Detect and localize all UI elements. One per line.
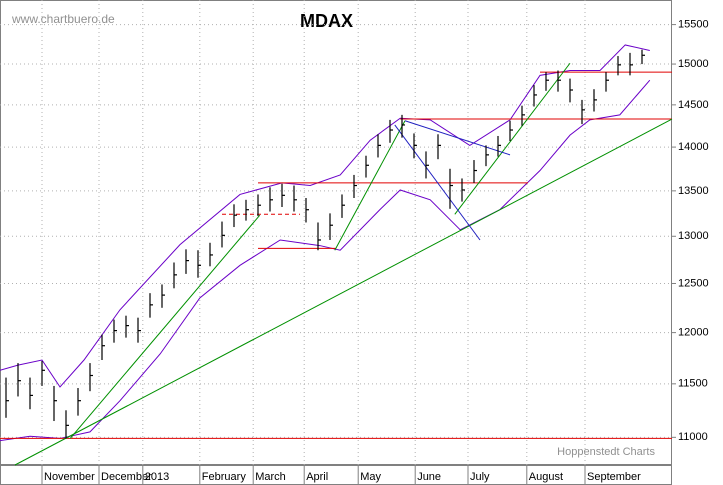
y-tick-label: 12000: [678, 327, 709, 339]
y-tick-label: 13000: [678, 230, 709, 242]
x-tick-label: December: [101, 471, 152, 483]
x-tick-label: July: [470, 471, 490, 483]
y-tick-label: 11000: [678, 431, 708, 443]
trend-line: [394, 124, 481, 241]
trend-line: [69, 214, 261, 439]
trend-line: [404, 120, 511, 156]
x-tick-label: June: [417, 471, 441, 483]
bollinger-band: [0, 79, 651, 442]
x-tick-label: November: [44, 471, 95, 483]
y-tick-label: 14500: [678, 99, 709, 111]
x-tick-label: March: [255, 471, 286, 483]
plot-frame: [0, 0, 672, 465]
x-tick-label: February: [202, 471, 247, 483]
x-tick-label: September: [587, 471, 641, 483]
chart-title: MDAX: [300, 11, 353, 31]
x-tick-label: August: [529, 471, 563, 483]
x-tick-label: 2013: [145, 471, 169, 483]
x-tick-label: April: [306, 471, 328, 483]
y-tick-label: 14000: [678, 141, 709, 153]
y-tick-label: 13500: [678, 185, 709, 197]
y-tick-label: 15500: [678, 18, 709, 30]
trend-line: [334, 120, 406, 251]
source: www.chartbuero.de: [11, 12, 115, 26]
y-tick-label: 15000: [678, 58, 709, 70]
trend-line: [14, 118, 673, 466]
credit: Hoppenstedt Charts: [557, 446, 655, 458]
x-tick-label: May: [360, 471, 381, 483]
y-tick-label: 12500: [678, 277, 709, 289]
y-tick-label: 11500: [678, 378, 708, 390]
trend-line: [454, 62, 571, 215]
